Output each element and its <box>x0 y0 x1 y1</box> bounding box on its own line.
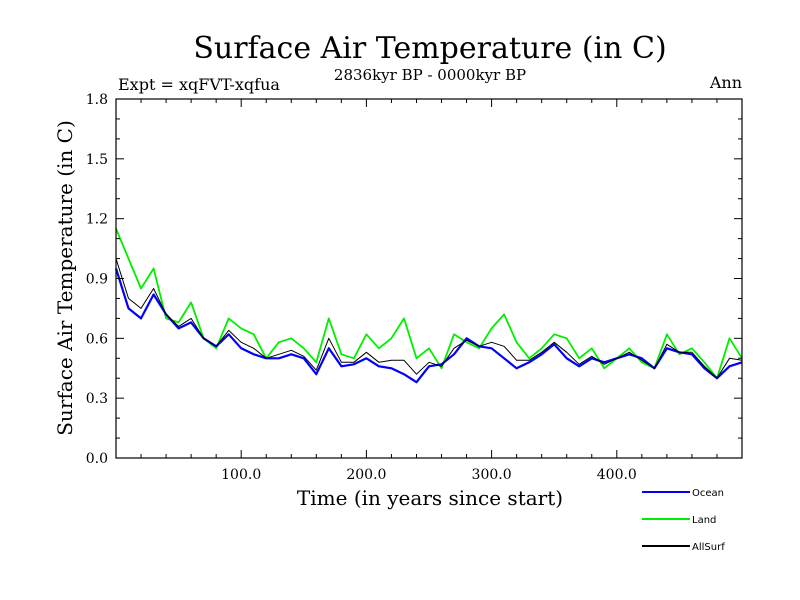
x-tick-label: 300.0 <box>472 467 512 483</box>
y-tick-label: 1.5 <box>86 152 108 168</box>
series-line-land <box>115 228 743 380</box>
legend: Ocean Land AllSurf <box>642 488 725 553</box>
y-tick-label: 1.8 <box>86 92 108 108</box>
x-axis-label: Time (in years since start) <box>297 486 563 510</box>
season-label: Ann <box>709 73 742 92</box>
axis-layer: 0.0 0.3 0.6 0.9 1.2 1.5 1.8 100.0 200.0 300.0 400.… <box>86 92 742 483</box>
series-layer <box>114 228 743 384</box>
y-tick-label: 0.6 <box>86 331 108 347</box>
y-tick-label: 0.0 <box>86 451 108 467</box>
y-tick-label: 0.9 <box>86 272 108 288</box>
y-axis-label: Surface Air Temperature (in C) <box>53 120 77 436</box>
legend-label-land: Land <box>692 515 716 526</box>
chart-title: Surface Air Temperature (in C) <box>193 31 666 66</box>
series-line-ocean <box>114 268 743 384</box>
y-tick-label: 1.2 <box>86 212 108 228</box>
x-tick-label: 200.0 <box>346 467 386 483</box>
x-tick-label: 100.0 <box>221 467 261 483</box>
legend-label-allsurf: AllSurf <box>692 542 725 553</box>
plot-frame <box>115 98 743 459</box>
chart-subtitle: 2836kyr BP - 0000kyr BP <box>334 66 526 84</box>
legend-label-ocean: Ocean <box>692 488 724 499</box>
experiment-label: Expt = xqFVT-xqfua <box>118 75 280 94</box>
x-tick-label: 400.0 <box>597 467 637 483</box>
series-line-allsurf <box>115 258 743 379</box>
y-tick-label: 0.3 <box>86 391 108 407</box>
